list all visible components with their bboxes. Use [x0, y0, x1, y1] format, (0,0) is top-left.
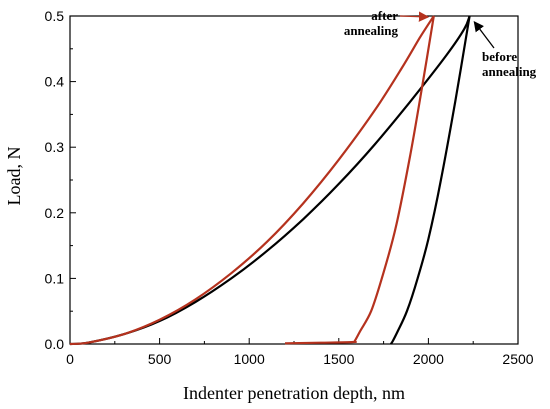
- series-before-loading-line: [69, 15, 471, 346]
- annotation-after-annealing-arrow: [399, 11, 430, 22]
- annotation-before-annealing-text: annealing: [482, 64, 537, 79]
- y-tick-label: 0.3: [45, 139, 65, 155]
- y-tick-label: 0.4: [45, 74, 65, 90]
- plot-frame: [69, 15, 519, 345]
- annotation-after-annealing-text: after: [371, 8, 398, 23]
- x-tick-label: 2000: [413, 351, 444, 367]
- x-axis-title: Indenter penetration depth, nm: [183, 383, 405, 403]
- y-tick-label: 0.1: [45, 270, 65, 286]
- x-tick-label: 1500: [323, 351, 354, 367]
- series-before-unloading-line: [389, 15, 471, 345]
- series-after-loading-line: [69, 15, 435, 346]
- x-tick-label: 2500: [502, 351, 533, 367]
- x-tick-label: 1000: [234, 351, 265, 367]
- y-axis-title: Load, N: [4, 147, 24, 206]
- y-tick-label: 0.5: [45, 8, 65, 24]
- y-tick-label: 0.0: [45, 336, 65, 352]
- annotation-before-annealing-text: before: [482, 49, 517, 64]
- plot-border: [69, 15, 519, 345]
- axis-ticks: 0 500 1000 1500 2000 2500 0.0 0.1 0.2 0.3 0.4 0.5: [45, 8, 534, 367]
- x-tick-label: 0: [66, 351, 74, 367]
- annotation-before-annealing-arrow: [473, 20, 495, 49]
- series-layer: [69, 15, 471, 346]
- x-tick-label: 500: [148, 351, 172, 367]
- y-tick-label: 0.2: [45, 205, 65, 221]
- series-after-unloading-line: [284, 15, 435, 345]
- annotation-after-annealing-text: annealing: [344, 23, 399, 38]
